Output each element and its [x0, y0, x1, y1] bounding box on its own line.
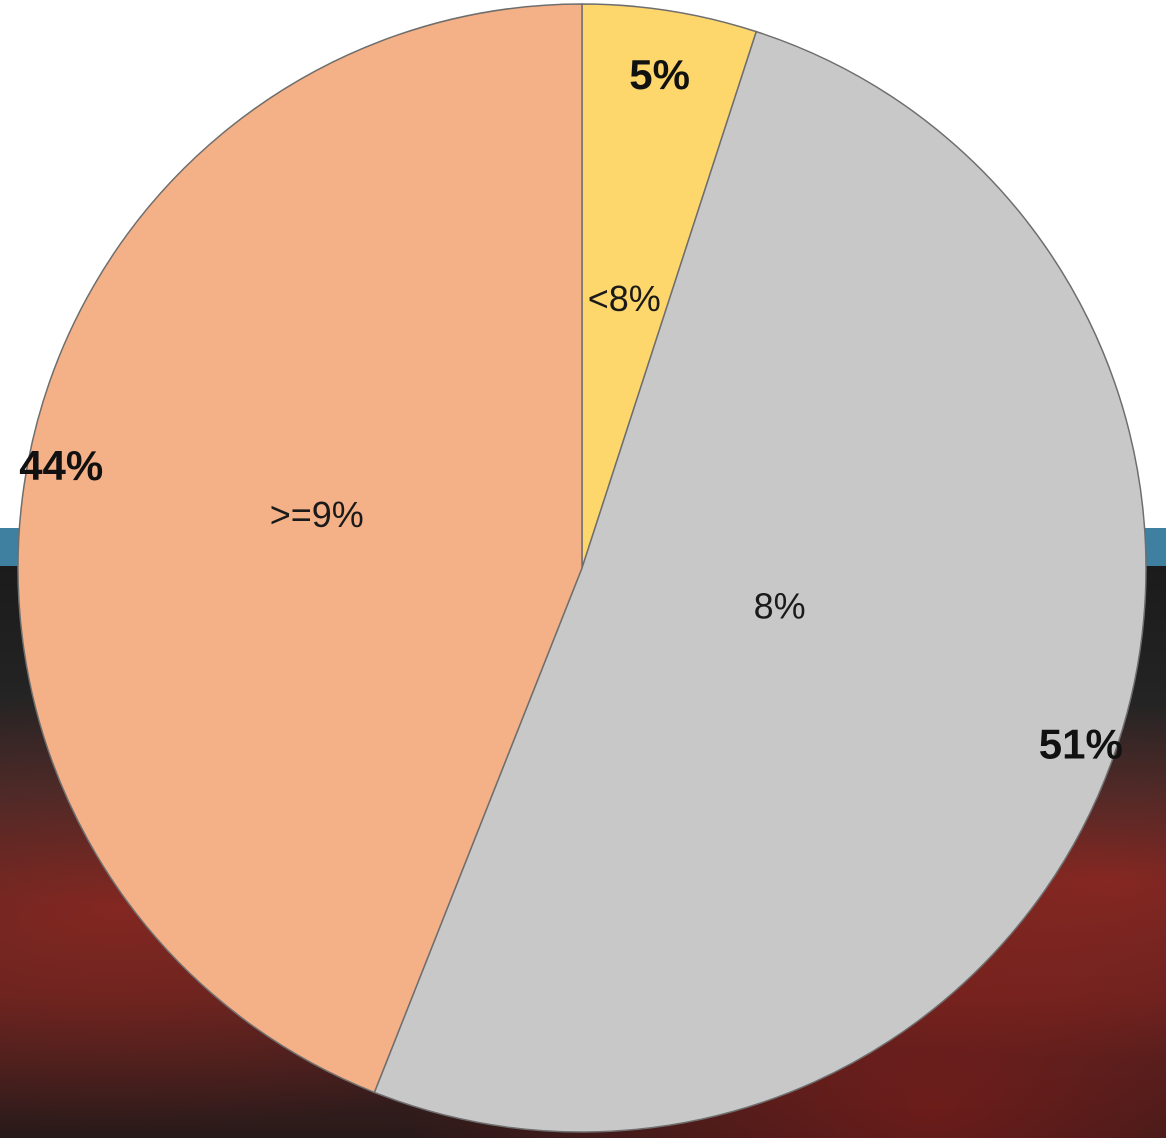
slice-category-label: 8% — [754, 586, 806, 627]
pie-labels: <8% 5% 8% 51% >=9% 44% — [19, 51, 1123, 768]
slice-category-label: >=9% — [270, 494, 364, 535]
pie-slices — [17, 3, 1147, 1133]
slice-value-label: 51% — [1039, 721, 1123, 768]
pie-slice-8pct — [373, 30, 1147, 1133]
slice-category-label: <8% — [588, 278, 661, 319]
slice-value-label: 44% — [19, 442, 103, 489]
pie-slice-gte-9pct — [17, 3, 583, 1094]
pie-slice-lt-8pct — [581, 3, 758, 569]
slice-value-label: 5% — [629, 51, 690, 98]
